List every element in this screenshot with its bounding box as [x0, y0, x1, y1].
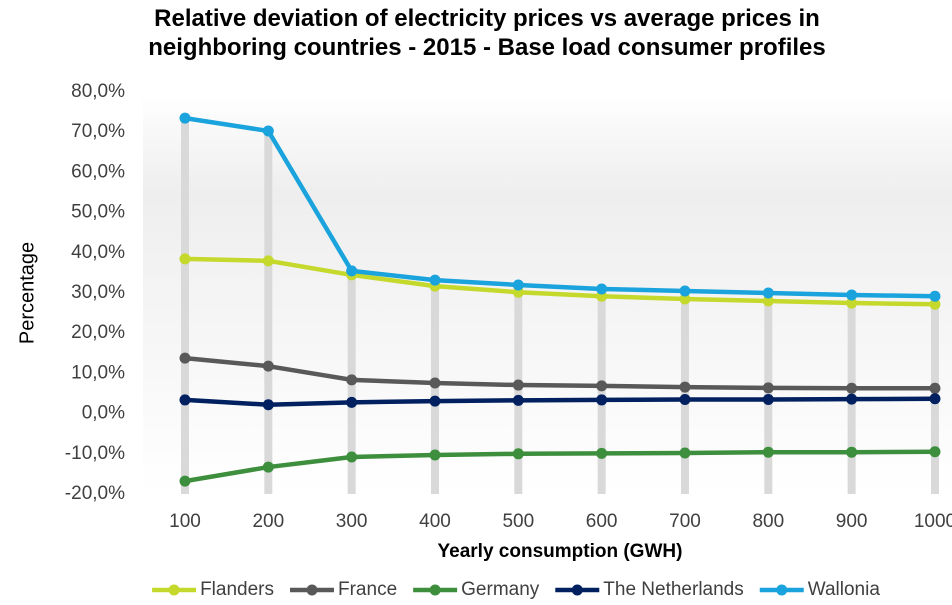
x-tick-label: 900: [836, 511, 868, 532]
data-point: [846, 297, 858, 309]
legend-marker: [306, 584, 318, 596]
data-point: [762, 446, 774, 458]
y-tick-label: 60,0%: [71, 161, 125, 182]
data-point: [429, 377, 441, 389]
y-tick-label: -10,0%: [65, 443, 125, 464]
y-tick-label: 70,0%: [71, 121, 125, 142]
data-point: [596, 283, 608, 295]
x-axis-label: Yearly consumption (GWH): [438, 541, 683, 562]
data-point: [596, 447, 608, 459]
y-tick-label: 20,0%: [71, 322, 125, 343]
data-point: [262, 125, 274, 137]
y-tick-label: 50,0%: [71, 202, 125, 223]
data-point: [179, 475, 191, 487]
data-point: [929, 393, 941, 405]
data-point: [179, 394, 191, 406]
data-point: [262, 255, 274, 267]
data-point: [762, 295, 774, 307]
y-tick-label: 0,0%: [82, 403, 125, 424]
data-point: [679, 293, 691, 305]
data-point: [179, 352, 191, 364]
data-point: [929, 446, 941, 458]
data-point: [846, 393, 858, 405]
data-point: [929, 382, 941, 394]
data-point: [262, 399, 274, 411]
data-point: [429, 395, 441, 407]
legend-marker: [571, 584, 583, 596]
data-point: [929, 290, 941, 302]
series-line: [184, 449, 935, 484]
x-tick-label: 1000: [914, 511, 952, 532]
x-tick-label: 600: [586, 511, 618, 532]
data-point: [596, 380, 608, 392]
legend-marker: [168, 584, 180, 596]
legend-marker: [429, 584, 441, 596]
data-point: [846, 289, 858, 301]
data-point: [346, 374, 358, 386]
data-point: [762, 382, 774, 394]
chart-title: Relative deviation of electricity prices…: [148, 5, 826, 61]
legend-label: Wallonia: [808, 579, 881, 600]
data-point: [346, 451, 358, 463]
data-point: [262, 461, 274, 473]
series-line: [184, 256, 936, 307]
y-tick-label: 80,0%: [71, 81, 125, 102]
data-point: [846, 382, 858, 394]
x-tick-label: 700: [669, 511, 701, 532]
data-point: [179, 112, 191, 124]
data-point: [679, 394, 691, 406]
data-point: [346, 265, 358, 277]
data-point: [679, 447, 691, 459]
data-point: [679, 381, 691, 393]
x-tick-label: 400: [419, 511, 451, 532]
legend-label: Flanders: [200, 579, 274, 600]
data-point: [512, 448, 524, 460]
series-line: [184, 396, 935, 408]
data-point: [762, 394, 774, 406]
data-point: [596, 394, 608, 406]
data-point: [762, 287, 774, 299]
x-tick-label: 100: [169, 511, 201, 532]
y-tick-label: 30,0%: [71, 282, 125, 303]
data-point: [179, 253, 191, 265]
data-point: [512, 279, 524, 291]
legend-label: France: [338, 579, 397, 600]
data-point: [679, 285, 691, 297]
data-point: [929, 298, 941, 310]
legend-marker: [776, 584, 788, 596]
x-tick-label: 300: [336, 511, 368, 532]
y-tick-label: 10,0%: [71, 362, 125, 383]
data-point: [429, 449, 441, 461]
legend-label: The Netherlands: [603, 579, 743, 600]
data-point: [262, 360, 274, 372]
y-tick-label: 40,0%: [71, 242, 125, 263]
x-tick-label: 500: [502, 511, 534, 532]
data-point: [346, 396, 358, 408]
series-line: [184, 115, 936, 299]
data-point: [429, 274, 441, 286]
x-tick-label: 200: [252, 511, 284, 532]
series-line: [184, 355, 935, 391]
legend-label: Germany: [461, 579, 540, 600]
x-tick-label: 800: [752, 511, 784, 532]
y-tick-label: -20,0%: [65, 483, 125, 504]
y-axis-label: Percentage: [16, 242, 38, 344]
data-point: [512, 394, 524, 406]
data-point: [512, 379, 524, 391]
data-point: [846, 446, 858, 458]
